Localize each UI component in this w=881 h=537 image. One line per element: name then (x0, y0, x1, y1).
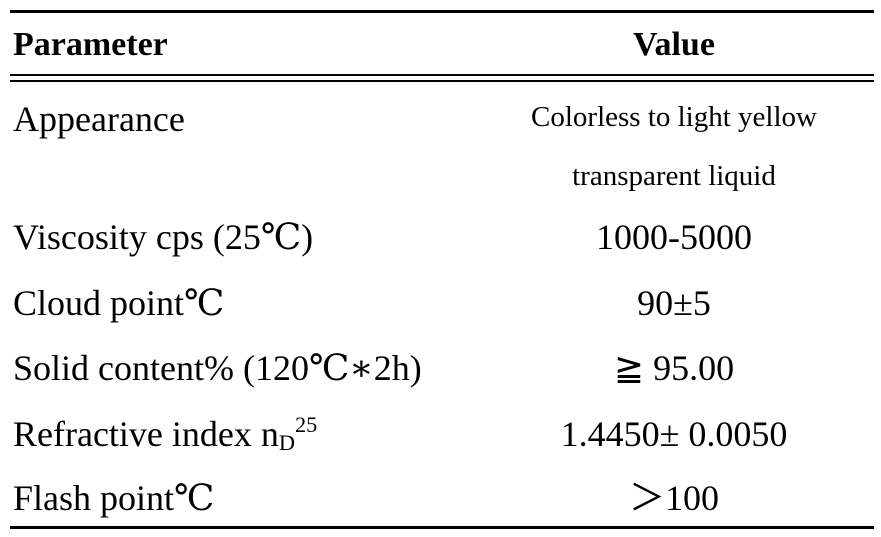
header-value: Value (633, 26, 715, 63)
row-appearance-value-line2: transparent liquid (572, 160, 776, 192)
refractive-index-label: Refractive index n (13, 414, 279, 454)
row-cloud-point-parameter: Cloud point℃ (13, 283, 225, 323)
row-flash-point-parameter: Flash point℃ (13, 478, 215, 518)
row-refractive-index-value: 1.4450± 0.0050 (560, 414, 788, 454)
refractive-index-superscript: 25 (295, 412, 318, 438)
row-appearance-parameter: Appearance (13, 99, 185, 139)
row-viscosity-value: 1000-5000 (596, 217, 752, 257)
bottom-rule (10, 526, 874, 529)
row-flash-point-value: ＞100 (628, 478, 719, 518)
row-solid-content-value: ≧ 95.00 (613, 348, 735, 388)
parameter-table: Parameter Value Appearance Colorless to … (10, 0, 874, 537)
row-refractive-index-parameter: Refractive index nD25 (13, 414, 317, 456)
row-appearance-value-line1: Colorless to light yellow (531, 101, 817, 133)
header-rule-lower (10, 80, 874, 82)
refractive-index-subscript: D (278, 430, 296, 456)
header-rule-upper (10, 74, 874, 76)
header-parameter: Parameter (13, 26, 168, 63)
top-rule (10, 10, 874, 13)
row-solid-content-parameter: Solid content% (120℃∗2h) (13, 348, 422, 388)
row-viscosity-parameter: Viscosity cps (25℃) (13, 217, 314, 257)
row-cloud-point-value: 90±5 (637, 283, 711, 323)
